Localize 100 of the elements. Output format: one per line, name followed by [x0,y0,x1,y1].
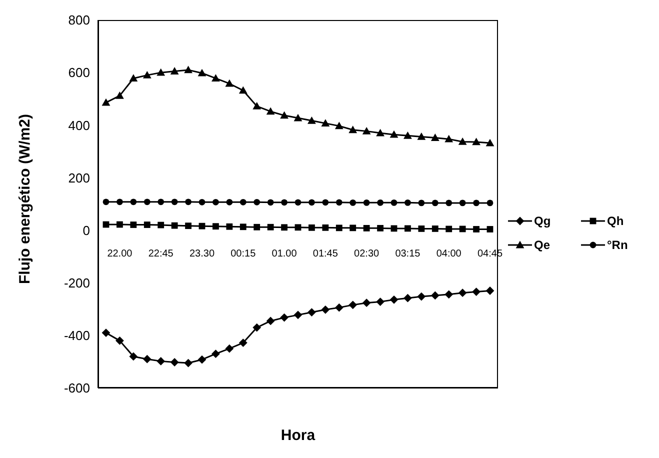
point [116,198,123,206]
point [212,74,220,82]
point [225,79,234,87]
point [486,226,494,232]
point [377,224,384,232]
point [350,224,356,232]
point [185,222,192,230]
point [334,303,344,312]
point [432,200,438,206]
point [417,132,426,140]
point [486,286,494,295]
point [266,107,275,115]
point [294,114,302,122]
point [254,224,260,230]
x-axis-title: Hora [280,427,316,444]
point [486,138,494,146]
point [102,198,110,206]
point [390,130,398,138]
point [281,224,288,231]
point [158,198,164,206]
x-tick-label: 03:15 [395,248,421,260]
point [254,198,260,206]
point [348,126,358,134]
point [156,68,166,76]
point [170,358,179,366]
point [267,224,274,230]
point [158,222,164,228]
y-axis-title: Flujo energético (W/m2) [16,114,34,284]
point [142,71,152,78]
point [170,67,179,74]
point [363,224,370,232]
point [142,354,152,364]
point [350,199,356,206]
point [130,198,137,206]
point [184,66,192,74]
point [116,92,124,99]
point [198,198,206,206]
x-tick-label: 01:45 [312,248,338,260]
y-tick-label: -600 [64,380,90,396]
point [348,300,358,310]
point [184,358,192,368]
point [294,199,302,206]
point [252,102,262,110]
point [171,198,178,206]
point [322,224,329,231]
point [225,344,234,353]
point [266,316,275,326]
point [376,128,384,136]
point [156,356,166,366]
point [418,200,425,206]
point [226,198,233,206]
y-tick-label: 200 [68,170,90,186]
x-tick-label: 04:00 [436,248,462,260]
point [129,352,138,361]
point [212,223,219,230]
point [404,131,412,139]
point [336,199,342,206]
point [432,226,438,232]
point [144,222,150,228]
point [486,200,494,206]
point [404,199,411,206]
point [240,224,246,230]
point [198,222,206,230]
point [473,226,480,232]
point [362,298,371,308]
point [472,288,480,296]
legend-label: Qh [607,214,624,228]
y-tick-label: 400 [68,118,90,133]
point [322,199,329,206]
point [390,225,398,232]
point [130,222,137,228]
point [198,68,206,76]
point [458,288,467,298]
point [144,198,150,206]
x-tick-label: 22.00 [107,248,133,260]
x-tick-label: 23.30 [189,248,215,260]
point [280,313,288,322]
point [430,291,440,300]
legend-label: Qe [534,238,550,252]
legend-label: °Rn [607,238,628,252]
point [238,338,248,347]
x-tick-label: 01.00 [272,248,298,260]
point [363,199,370,206]
point [226,223,233,230]
point [376,298,384,306]
point [238,86,248,94]
point [430,134,440,141]
point [404,294,412,302]
point [444,134,454,142]
point [459,226,466,232]
point [212,198,219,206]
y-tick-label: 800 [68,12,90,28]
point [308,116,316,124]
point [198,355,206,364]
point [321,119,330,127]
point [252,323,262,332]
point [185,198,192,206]
point [444,290,454,299]
x-tick-label: 22:45 [148,248,174,260]
point [308,199,315,206]
